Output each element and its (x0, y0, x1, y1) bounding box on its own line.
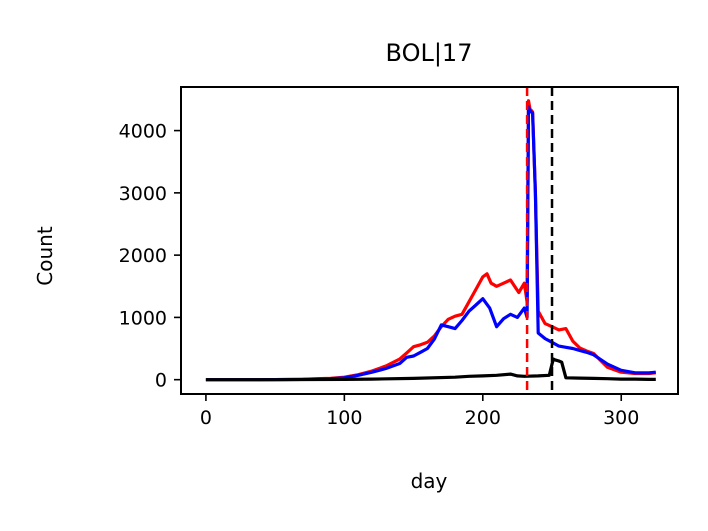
x-tick-label: 200 (465, 407, 501, 429)
chart-title: BOL|17 (386, 39, 473, 67)
series-line-2 (205, 105, 656, 382)
x-tick-label: 300 (603, 407, 639, 429)
y-axis-label: Count (33, 226, 57, 286)
series-line-1 (205, 99, 656, 382)
y-tick-label: 1000 (119, 307, 167, 329)
series-line-3 (205, 357, 656, 382)
y-tick-label: 3000 (119, 183, 167, 205)
y-tick-label: 0 (155, 370, 167, 392)
y-tick-label: 4000 (119, 121, 167, 143)
x-tick-label: 0 (200, 407, 212, 429)
x-axis-label: day (411, 469, 448, 493)
plot-area-frame (180, 86, 679, 395)
y-tick-label: 2000 (119, 245, 167, 267)
x-tick-label: 100 (326, 407, 362, 429)
